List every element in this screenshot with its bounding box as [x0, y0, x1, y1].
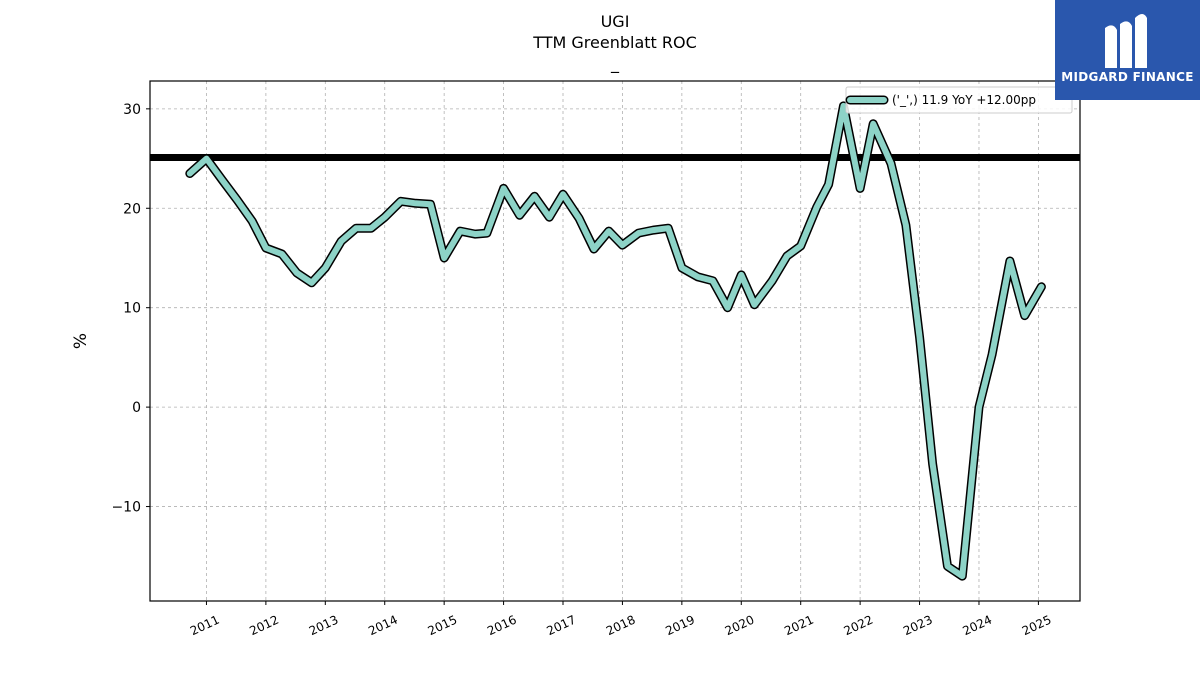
plot-area	[149, 80, 1081, 602]
x-tick-label: 2014	[366, 613, 400, 639]
x-tick-label: 2018	[604, 613, 638, 639]
y-tick-label: −10	[111, 500, 141, 516]
x-tick-label: 2017	[545, 613, 579, 639]
chart-title: UGI	[601, 12, 630, 31]
y-axis-label: %	[71, 333, 91, 349]
x-tick-label: 2024	[960, 613, 994, 639]
y-tick-label: 30	[123, 102, 141, 118]
y-tick-label: 0	[132, 400, 141, 416]
x-tick-label: 2016	[485, 613, 519, 639]
x-tick-label: 2019	[663, 613, 697, 639]
series-line	[186, 102, 1045, 580]
series-layer	[185, 101, 1046, 581]
logo-text: MIDGARD FINANCE	[1061, 70, 1194, 84]
legend: ('_',) 11.9 YoY +12.00pp	[845, 86, 1073, 114]
x-axis: 2011 2012 2013 2014 2015 2016 2017 2018 2019 2020…	[188, 601, 1054, 638]
x-tick-label: 2012	[247, 613, 281, 639]
chart-subtitle-2: _	[610, 54, 620, 74]
y-tick-label: 20	[123, 201, 141, 217]
x-tick-label: 2011	[188, 613, 222, 639]
midgard-m-logo-icon	[1105, 14, 1147, 68]
x-tick-label: 2022	[842, 613, 876, 639]
x-tick-label: 2020	[723, 613, 757, 639]
x-tick-label: 2021	[782, 613, 816, 639]
series-line-outline	[185, 101, 1046, 581]
x-tick-label: 2025	[1020, 613, 1054, 639]
x-tick-label: 2023	[901, 613, 935, 639]
x-tick-label: 2013	[307, 613, 341, 639]
logo: MIDGARD FINANCE	[1055, 0, 1200, 100]
chart-subtitle: TTM Greenblatt ROC	[532, 33, 697, 52]
y-tick-label: 10	[123, 301, 141, 317]
y-axis: −10 0 10 20 30	[111, 102, 150, 516]
x-tick-label: 2015	[426, 613, 460, 639]
legend-entry: ('_',) 11.9 YoY +12.00pp	[892, 93, 1036, 107]
